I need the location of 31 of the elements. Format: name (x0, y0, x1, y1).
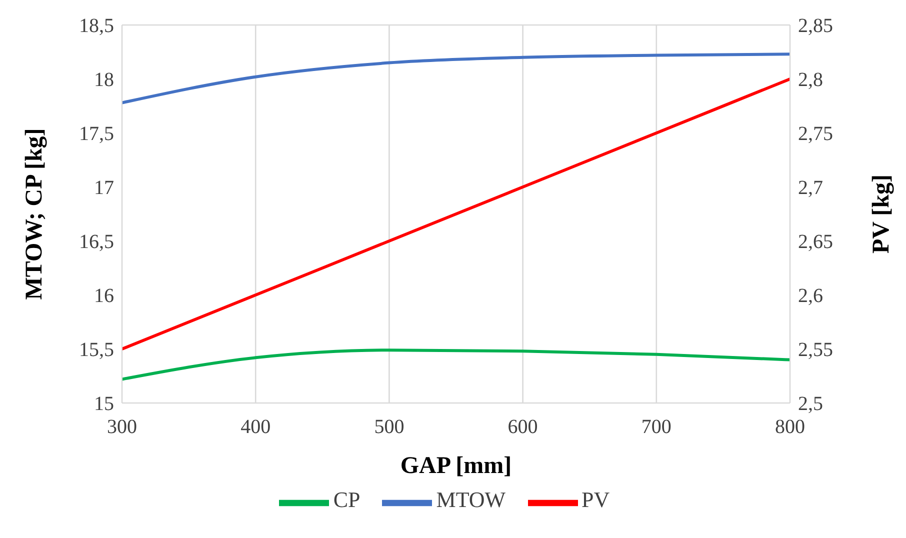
legend-label: MTOW (436, 486, 506, 512)
y-tick-label: 18 (94, 69, 114, 92)
line-series (122, 52, 790, 104)
x-tick-label: 600 (508, 416, 538, 438)
legend-label: PV (582, 486, 610, 512)
y2-tick-label: 2,55 (798, 339, 833, 362)
y-tick-label: 15,5 (79, 339, 114, 362)
y-axis-title: MTOW; CP [kg] (22, 128, 48, 300)
y2-axis-title: PV [kg] (868, 174, 895, 254)
y2-tick-label: 2,7 (798, 177, 823, 200)
x-tick-label: 800 (775, 416, 805, 438)
x-axis-title: GAP [mm] (400, 453, 512, 479)
line-series (122, 348, 790, 381)
y-tick-label: 17,5 (79, 123, 114, 146)
x-tick-label: 700 (641, 416, 672, 438)
y-tick-label: 16 (94, 285, 114, 308)
x-tick-label: 400 (240, 416, 271, 438)
y-tick-label: 18,5 (79, 15, 114, 38)
y2-tick-label: 2,6 (798, 285, 823, 308)
x-tick-label: 300 (107, 416, 137, 438)
y-tick-label: 17 (94, 177, 114, 200)
legend-label: CP (333, 486, 360, 512)
y-tick-label: 16,5 (79, 231, 114, 254)
y2-tick-label: 2,85 (798, 15, 833, 38)
y-tick-label: 15 (94, 393, 114, 416)
y2-tick-label: 2,65 (798, 231, 833, 254)
y2-tick-label: 2,75 (798, 123, 833, 146)
y2-tick-label: 2,8 (798, 69, 823, 92)
x-tick-label: 500 (374, 416, 404, 438)
line-series (122, 78, 790, 350)
y2-tick-label: 2,5 (798, 393, 823, 416)
